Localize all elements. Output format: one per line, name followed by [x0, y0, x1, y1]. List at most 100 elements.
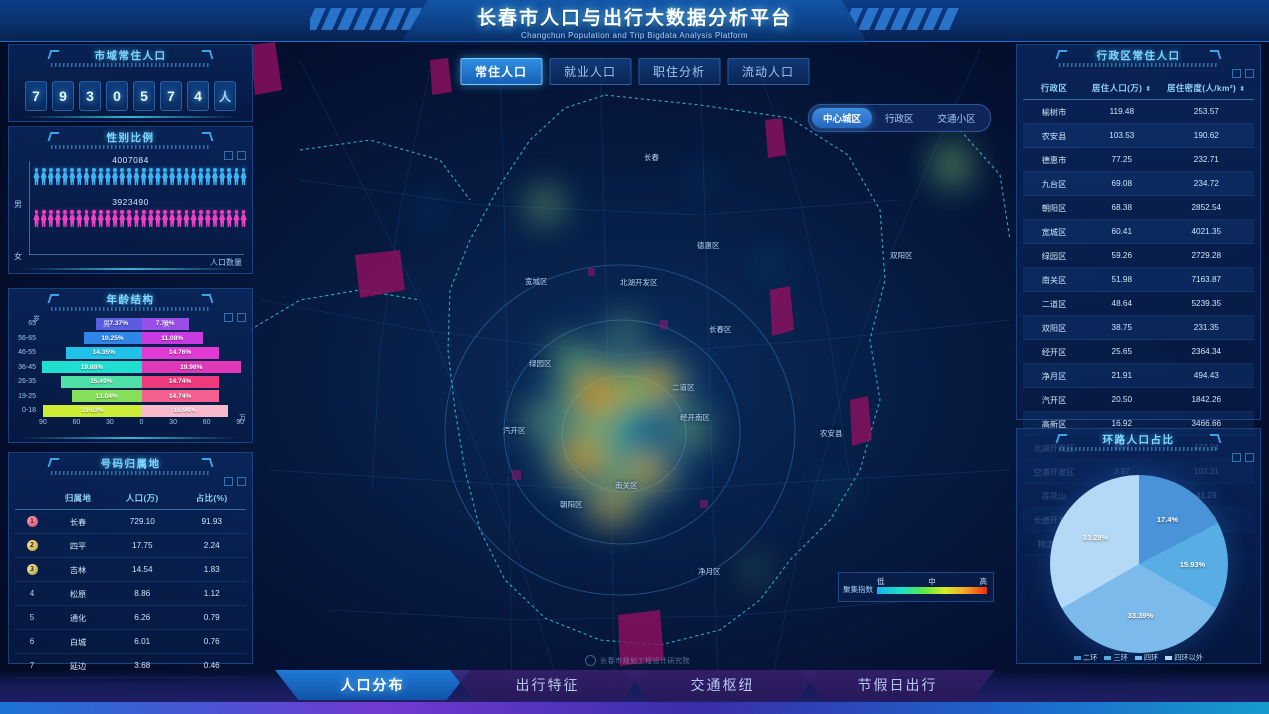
- pyramid-bar-female[interactable]: 14.76%: [141, 346, 219, 359]
- seg-central-urban-area[interactable]: 中心城区: [812, 108, 873, 128]
- table-row[interactable]: 榆树市 119.48 253.57: [1023, 99, 1254, 124]
- pyramid-bar-male[interactable]: 13.04%: [71, 390, 142, 402]
- person-icon: [40, 168, 47, 188]
- pyramid-x-unit: 万: [239, 415, 246, 422]
- pyramid-bar-male[interactable]: 19.63%: [43, 404, 142, 417]
- rank-badge: 1: [26, 516, 38, 527]
- table-row[interactable]: 3 吉林 14.54 1.83: [15, 557, 246, 582]
- cell-resident-density: 253.57: [1158, 99, 1254, 124]
- pyramid-x-axis: 90 60 30 0 30 60 90: [17, 419, 244, 426]
- gender-ratio-chart: 4007084 男 3923490 女 人口数量: [9, 153, 252, 271]
- ring-share-pie-chart: 17.4% 15.93% 33.39% 33.28% 二环 三环 四环 四环以外: [1017, 469, 1260, 662]
- nav-population-distribution[interactable]: 人口分布: [275, 670, 470, 700]
- pie-legend[interactable]: 二环 三环 四环 四环以外: [1017, 653, 1260, 663]
- panel-gender-ratio: 性别比例 4007084 男 3923490 女 人口数量: [8, 126, 253, 274]
- panel-toolbar[interactable]: [224, 151, 246, 160]
- col-resident-population[interactable]: 居住人口(万) ⬍: [1085, 77, 1159, 100]
- cell-resident-density: 234.72: [1158, 171, 1254, 196]
- col-resident-density[interactable]: 居住密度(人/km²) ⬍: [1158, 77, 1254, 100]
- table-row[interactable]: 二道区 48.64 5239.35: [1023, 291, 1254, 316]
- tab-floating-population[interactable]: 流动人口: [727, 58, 810, 85]
- tab-resident-population[interactable]: 常住人口: [459, 58, 542, 85]
- legend-swatch: [1104, 656, 1112, 661]
- seg-traffic-zone[interactable]: 交通小区: [937, 114, 976, 125]
- pyramid-bar-male[interactable]: 7.37%: [95, 317, 142, 330]
- pyramid-bar-male[interactable]: 10.25%: [83, 332, 142, 344]
- cell-share: 1.83: [177, 557, 246, 582]
- table-row[interactable]: 九台区 69.08 234.72: [1023, 171, 1254, 196]
- heatmap-legend: 低 中 高 聚集指数: [838, 572, 994, 602]
- pyramid-bar-male[interactable]: 15.49%: [61, 375, 142, 388]
- fullscreen-icon[interactable]: [1245, 69, 1254, 78]
- table-row[interactable]: 宽城区 60.41 4021.35: [1023, 219, 1254, 244]
- sort-icon[interactable]: ⬍: [1145, 86, 1152, 93]
- table-row[interactable]: 绿园区 59.26 2729.28: [1023, 243, 1254, 268]
- table-row[interactable]: 1 长春 729.10 91.93: [15, 509, 246, 534]
- phone-origin-table[interactable]: 归属地 人口(万) 占比(%) 1 长春 729.10 91.93 2 四平 17.75 2.…: [15, 487, 246, 678]
- panel-toolbar[interactable]: [1232, 453, 1254, 462]
- table-row[interactable]: 2 四平 17.75 2.24: [15, 533, 246, 558]
- col-population: 人口(万): [107, 487, 178, 510]
- download-icon[interactable]: [224, 477, 233, 486]
- fullscreen-icon[interactable]: [1245, 453, 1254, 462]
- rank-number: 7: [29, 661, 35, 670]
- pyramid-bar-female[interactable]: 7.76%: [141, 317, 189, 330]
- table-row[interactable]: 南关区 51.98 7163.87: [1023, 267, 1254, 292]
- pie-legend-item[interactable]: 二环: [1074, 653, 1097, 663]
- table-row[interactable]: 农安县 103.53 190.62: [1023, 123, 1254, 148]
- tab-employment-population[interactable]: 就业人口: [548, 58, 631, 85]
- pyramid-female-half: 14.74%: [141, 390, 245, 402]
- pyramid-age-label: 26-35: [18, 378, 36, 385]
- tab-job-housing-analysis[interactable]: 职住分析: [638, 58, 721, 85]
- pyramid-bar-female[interactable]: 11.08%: [141, 332, 203, 344]
- panel-toolbar[interactable]: [224, 477, 246, 486]
- col-label: 居住密度(人/km²): [1167, 83, 1237, 93]
- seg-administrative-district[interactable]: 行政区: [885, 114, 914, 125]
- panel-underline: [23, 437, 238, 439]
- pyramid-female-half: 7.76%: [141, 317, 245, 330]
- cell-rank: 4: [15, 581, 49, 606]
- download-icon[interactable]: [224, 313, 233, 322]
- fullscreen-icon[interactable]: [237, 151, 246, 160]
- download-icon[interactable]: [1232, 69, 1241, 78]
- district-population-table[interactable]: 行政区 居住人口(万) ⬍ 居住密度(人/km²) ⬍ 榆树市 119.48 253.5…: [1023, 77, 1254, 556]
- table-row[interactable]: 6 白城 6.01 0.76: [15, 629, 246, 654]
- nav-transport-hub[interactable]: 交通枢纽: [625, 670, 820, 700]
- pie-legend-item[interactable]: 四环以外: [1165, 653, 1203, 663]
- table-row[interactable]: 德惠市 77.25 232.71: [1023, 147, 1254, 172]
- download-icon[interactable]: [1232, 453, 1241, 462]
- pie-legend-item[interactable]: 三环: [1104, 653, 1128, 663]
- table-row[interactable]: 朝阳区 68.38 2852.54: [1023, 195, 1254, 220]
- table-row[interactable]: 双阳区 38.75 231.35: [1023, 315, 1254, 340]
- nav-trip-characteristics[interactable]: 出行特征: [450, 670, 645, 700]
- person-icon: [104, 168, 111, 188]
- pyramid-bar-female[interactable]: 16.94%: [141, 404, 229, 417]
- pyramid-bar-female[interactable]: 14.74%: [141, 375, 219, 388]
- cell-resident-density: 4021.35: [1158, 219, 1254, 244]
- pie-legend-item[interactable]: 四环: [1134, 653, 1158, 663]
- panel-toolbar[interactable]: [224, 313, 246, 322]
- table-row[interactable]: 净月区 21.91 494.43: [1023, 363, 1254, 388]
- pyramid-bar-female[interactable]: 14.74%: [141, 390, 219, 402]
- heatmap-color-scale: [877, 587, 987, 594]
- pyramid-bar-female[interactable]: 19.98%: [141, 361, 242, 373]
- download-icon[interactable]: [224, 151, 233, 160]
- table-row[interactable]: 经开区 25.65 2364.34: [1023, 339, 1254, 364]
- table-row[interactable]: 5 通化 6.26 0.79: [15, 605, 246, 630]
- pyramid-bar-male[interactable]: 14.35%: [66, 346, 142, 359]
- cell-resident-population: 119.48: [1085, 99, 1159, 124]
- table-row[interactable]: 汽开区 20.50 1842.26: [1023, 387, 1254, 412]
- pyramid-bar-male[interactable]: 19.88%: [42, 361, 142, 373]
- cell-population: 17.75: [107, 533, 178, 558]
- nav-holiday-travel[interactable]: 节假日出行: [800, 670, 995, 700]
- fullscreen-icon[interactable]: [237, 313, 246, 322]
- pie-disc[interactable]: [1049, 475, 1228, 653]
- cell-origin: 白城: [49, 629, 108, 654]
- table-row[interactable]: 4 松原 8.86 1.12: [15, 581, 246, 606]
- person-icon: [111, 168, 119, 188]
- pyramid-row: 36-45 19.88% 19.98%: [17, 361, 244, 374]
- sort-icon[interactable]: ⬍: [1239, 86, 1246, 93]
- fullscreen-icon[interactable]: [237, 477, 246, 486]
- panel-toolbar[interactable]: [1232, 69, 1254, 78]
